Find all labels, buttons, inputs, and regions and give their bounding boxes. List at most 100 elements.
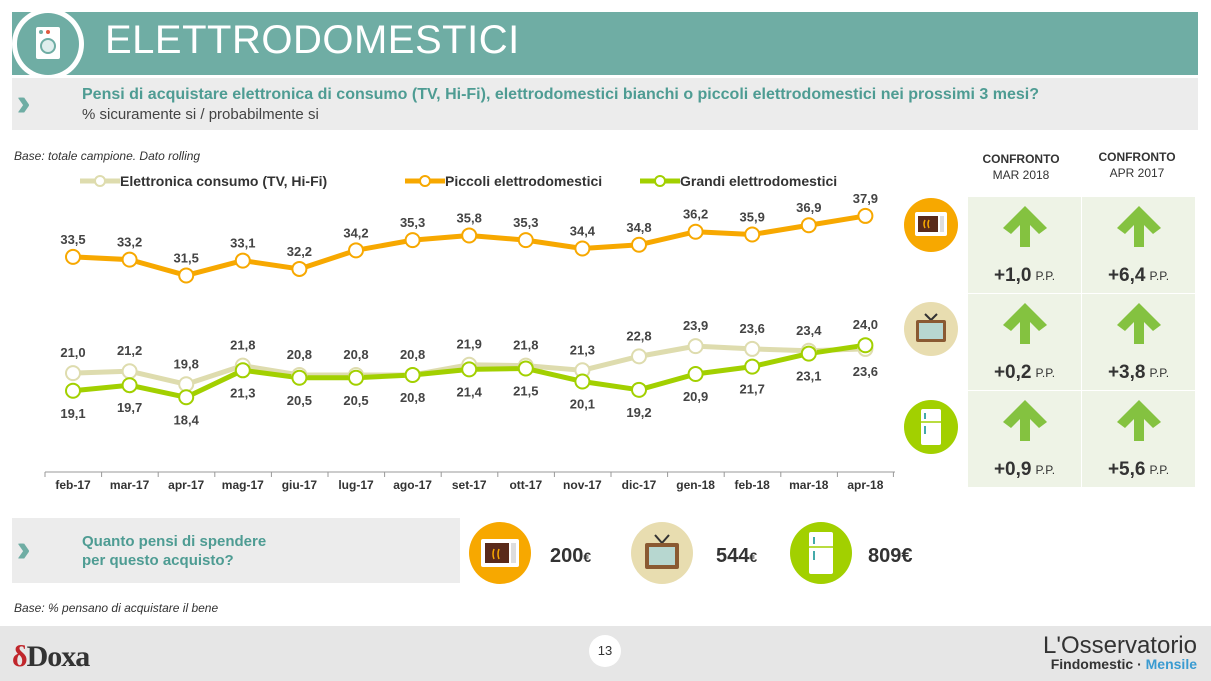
- data-point: [517, 360, 534, 377]
- comparison-value: +0,9 P.P.: [993, 459, 1056, 480]
- title-icon: [12, 8, 84, 80]
- x-tick-label: set-17: [452, 478, 487, 492]
- x-tick-label: nov-17: [563, 478, 602, 492]
- value-label: 34,4: [570, 223, 596, 238]
- value-label: 22,8: [626, 328, 651, 343]
- microwave-icon: [904, 198, 958, 252]
- value-label: 21,7: [740, 382, 765, 397]
- washing-machine-icon: [36, 27, 60, 59]
- data-point: [631, 236, 647, 253]
- value-label: 21,9: [457, 337, 482, 352]
- arrow-up-icon: [999, 203, 1051, 249]
- data-point: [178, 376, 195, 393]
- value-label: 20,8: [400, 347, 425, 362]
- value-label: 20,5: [343, 393, 368, 408]
- data-point: [461, 227, 478, 244]
- value-label: 23,4: [796, 323, 822, 338]
- value-label: 19,8: [174, 356, 199, 371]
- arrow-up-icon: [1113, 397, 1165, 443]
- value-label: 24,0: [853, 317, 878, 332]
- x-tick-label: feb-17: [55, 478, 91, 492]
- data-point: [348, 369, 364, 386]
- legend-label: Grandi elettrodomestici: [680, 173, 837, 189]
- data-point: [121, 251, 138, 268]
- data-point: [631, 381, 647, 398]
- compare-header-mar2018: CONFRONTO MAR 2018: [982, 152, 1060, 182]
- data-point: [574, 373, 591, 390]
- spending-bar: [12, 518, 460, 583]
- value-label: 23,1: [796, 369, 821, 384]
- value-label: 32,2: [287, 244, 312, 259]
- value-label: 35,9: [740, 210, 765, 225]
- value-label: 21,4: [457, 384, 483, 399]
- page-title: ELETTRODOMESTICI: [105, 18, 520, 62]
- value-label: 19,7: [117, 400, 142, 415]
- value-label: 36,9: [796, 200, 821, 215]
- spending-question: Quanto pensi di spendere per questo acqui…: [82, 533, 267, 569]
- x-tick-label: mag-17: [222, 478, 264, 492]
- x-tick-label: mar-18: [789, 478, 829, 492]
- data-point: [121, 363, 138, 380]
- title-bar: [12, 12, 1198, 75]
- value-label: 19,1: [60, 406, 85, 421]
- base-note: Base: totale campione. Dato rolling: [14, 149, 201, 163]
- value-label: 34,8: [626, 220, 651, 235]
- arrow-up-icon: [999, 397, 1051, 443]
- data-point: [348, 242, 364, 259]
- value-label: 37,9: [853, 191, 878, 206]
- page-number: 13: [589, 635, 621, 667]
- x-tick-label: giu-17: [282, 478, 318, 492]
- x-tick-label: lug-17: [338, 478, 374, 492]
- legend-label: Elettronica consumo (TV, Hi-Fi): [120, 173, 327, 189]
- fridge-icon: [790, 522, 852, 584]
- data-point: [65, 365, 81, 382]
- x-tick-label: gen-18: [676, 478, 715, 492]
- x-tick-label: dic-17: [622, 478, 657, 492]
- comparison-value: +5,6 P.P.: [1107, 459, 1170, 480]
- line-chart: Elettronica consumo (TV, Hi-Fi) Piccoli e…: [44, 173, 895, 492]
- price-fridge: 809€: [868, 545, 913, 567]
- data-point: [744, 340, 761, 357]
- tv-icon: [631, 522, 693, 584]
- data-point: [857, 337, 874, 354]
- data-point: [517, 232, 534, 249]
- brand-subtitle: Findomestic · Mensile: [1050, 656, 1197, 672]
- data-point: [404, 366, 421, 383]
- data-point: [744, 358, 761, 375]
- comparison-value: +1,0 P.P.: [993, 265, 1056, 286]
- x-tick-label: feb-18: [735, 478, 771, 492]
- value-label: 20,9: [683, 389, 708, 404]
- compare-header-apr2017: CONFRONTO APR 2017: [1098, 150, 1176, 180]
- data-point: [687, 223, 704, 240]
- value-label: 21,0: [60, 345, 85, 360]
- value-label: 33,2: [117, 235, 142, 250]
- value-label: 21,3: [230, 385, 255, 400]
- microwave-icon: [469, 522, 531, 584]
- data-point: [65, 248, 81, 265]
- value-label: 23,6: [853, 364, 878, 379]
- data-point: [291, 369, 308, 386]
- arrow-up-icon: [1113, 203, 1165, 249]
- x-tick-label: ago-17: [393, 478, 432, 492]
- x-tick-label: apr-17: [168, 478, 204, 492]
- value-label: 20,8: [400, 390, 425, 405]
- arrow-up-icon: [1113, 300, 1165, 346]
- value-label: 33,1: [230, 236, 255, 251]
- data-point: [404, 232, 421, 249]
- value-label: 20,1: [570, 396, 595, 411]
- value-label: 20,8: [287, 347, 312, 362]
- data-point: [687, 338, 704, 355]
- data-point: [744, 226, 761, 243]
- value-label: 35,3: [513, 215, 538, 230]
- data-point: [631, 348, 647, 365]
- value-label: 33,5: [60, 232, 85, 247]
- value-label: 35,3: [400, 215, 425, 230]
- question-bar: [12, 78, 1198, 130]
- value-label: 20,8: [343, 347, 368, 362]
- price-tv: 544€: [716, 545, 758, 567]
- comparison-value: +0,2 P.P.: [993, 362, 1056, 383]
- value-label: 21,5: [513, 383, 538, 398]
- data-point: [65, 382, 81, 399]
- comparison-panel: [968, 197, 1195, 487]
- data-point: [574, 240, 591, 257]
